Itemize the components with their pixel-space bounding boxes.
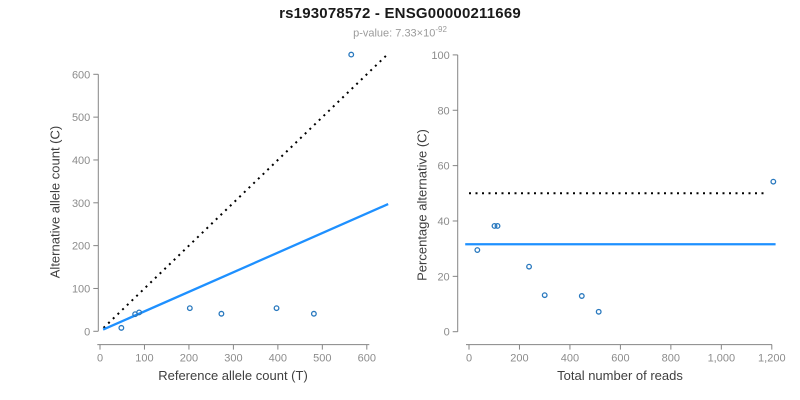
x-axis-tick-label: 600 xyxy=(611,353,629,365)
x-axis-tick-label: 0 xyxy=(466,353,472,365)
left-y-axis-title: Alternative allele count (C) xyxy=(47,125,63,279)
x-axis-tick-label: 400 xyxy=(269,353,287,365)
y-axis-tick-label: 80 xyxy=(437,105,449,117)
x-axis-tick-label: 300 xyxy=(224,353,242,365)
x-axis-tick-label: 200 xyxy=(510,353,528,365)
data-point xyxy=(348,51,355,58)
y-axis-tick-label: 300 xyxy=(72,198,90,210)
y-axis-tick-label: 0 xyxy=(444,327,450,339)
y-axis-tick-label: 20 xyxy=(437,271,449,283)
x-axis-tick-label: 500 xyxy=(313,353,331,365)
data-point xyxy=(491,223,498,229)
data-point xyxy=(186,305,193,312)
data-point xyxy=(218,310,225,317)
x-axis-tick-label: 200 xyxy=(180,353,198,365)
regression-line xyxy=(102,203,389,331)
y-axis-tick-label: 0 xyxy=(84,326,90,338)
data-point xyxy=(494,223,501,229)
y-axis-tick-label: 400 xyxy=(72,155,90,167)
data-point xyxy=(526,263,533,270)
y-axis-tick-label: 600 xyxy=(72,69,90,81)
right-x-axis-title: Total number of reads xyxy=(557,368,683,383)
y-axis-tick-label: 40 xyxy=(437,216,449,228)
data-point xyxy=(310,310,317,317)
identity-dotted-line xyxy=(102,55,387,329)
x-axis-tick-label: 600 xyxy=(358,353,376,365)
data-point xyxy=(474,247,481,253)
data-point xyxy=(541,292,548,299)
data-point xyxy=(118,324,125,331)
data-point xyxy=(136,309,143,316)
y-axis-tick-label: 100 xyxy=(72,283,90,295)
x-axis-tick-label: 100 xyxy=(135,353,153,365)
right-y-axis-title: Percentage alternative (C) xyxy=(414,129,430,281)
data-point xyxy=(578,293,585,299)
x-axis-tick-label: 800 xyxy=(662,353,680,365)
pvalue-text: p-value: 7.33×10 xyxy=(353,27,436,40)
x-axis-tick-label: 1,200 xyxy=(758,353,786,365)
y-axis-tick-label: 500 xyxy=(72,112,90,124)
y-axis-tick-label: 60 xyxy=(437,161,449,173)
left-x-axis-title: Reference allele count (T) xyxy=(158,368,308,383)
data-point xyxy=(273,305,280,312)
data-point xyxy=(770,178,777,185)
pvalue-exponent: -92 xyxy=(435,25,447,34)
page-title: rs193078572 - ENSG00000211669 xyxy=(279,5,521,22)
data-point xyxy=(595,308,602,315)
x-axis-tick-label: 1,000 xyxy=(708,353,736,365)
y-axis-tick-label: 200 xyxy=(72,241,90,253)
x-axis-tick-label: 400 xyxy=(561,353,579,365)
pvalue-subtitle: p-value: 7.33×10-92 xyxy=(0,25,800,40)
y-axis-tick-label: 100 xyxy=(431,50,449,62)
x-axis-tick-label: 0 xyxy=(97,353,103,365)
